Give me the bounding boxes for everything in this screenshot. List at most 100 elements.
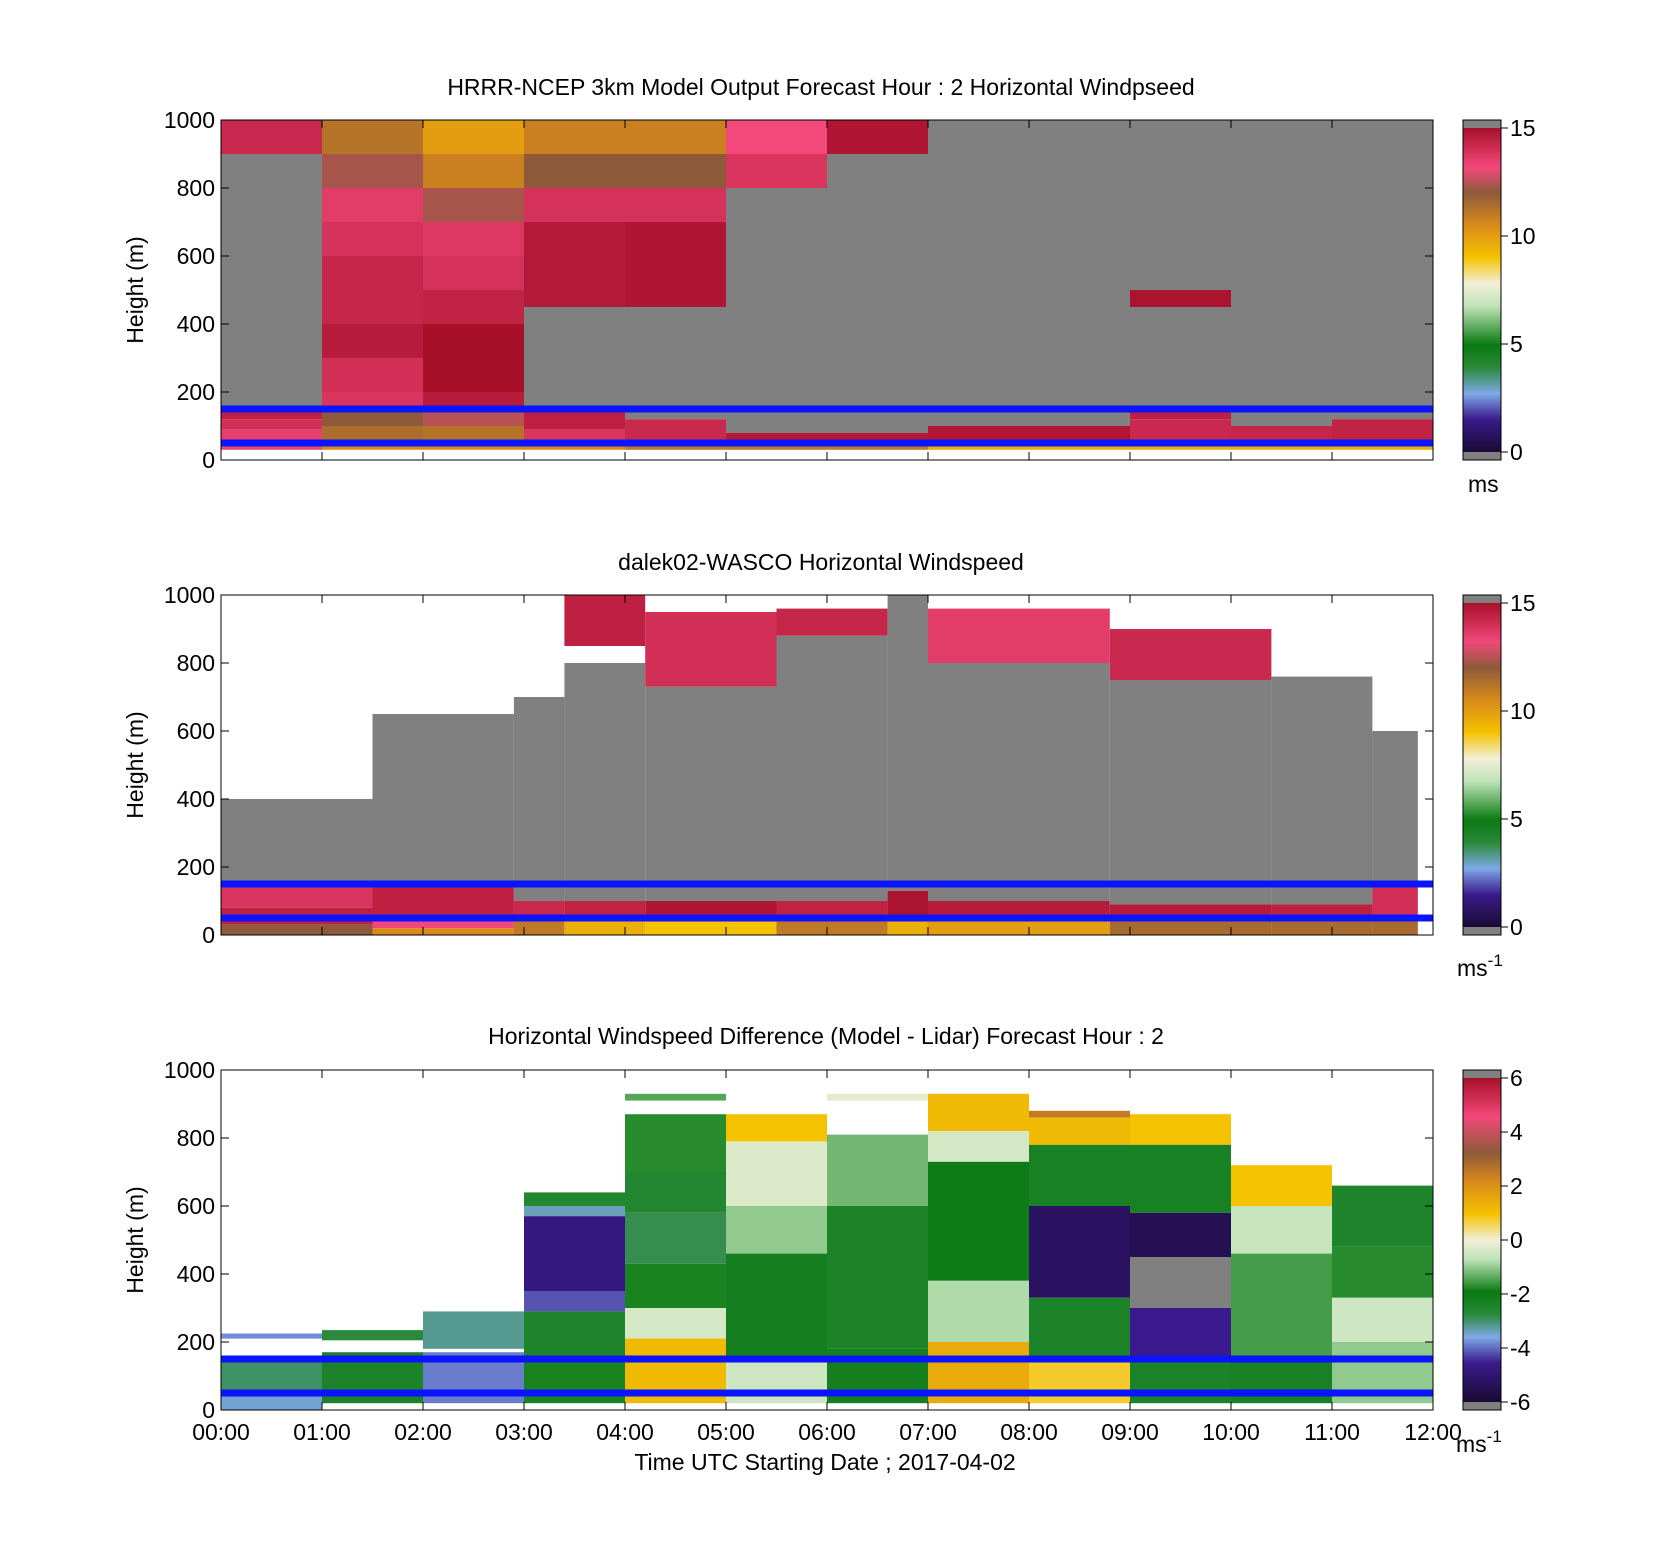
heatmap-cell xyxy=(1231,1206,1332,1254)
heatmap-cell xyxy=(726,1253,827,1356)
heatmap-cell xyxy=(1029,426,1130,443)
heatmap-cell xyxy=(513,697,565,901)
heatmap-cell xyxy=(928,120,1029,426)
heatmap-cell xyxy=(1130,419,1231,443)
heatmap-cell xyxy=(625,1308,726,1339)
heatmap-cell xyxy=(827,1134,928,1206)
heatmap-cell xyxy=(726,1141,827,1206)
y-tick-label: 0 xyxy=(202,922,215,948)
heatmap-cell xyxy=(645,612,777,687)
heatmap-cell xyxy=(322,409,423,426)
model-colorbar-unit: ms xyxy=(1468,471,1499,497)
heatmap-cell xyxy=(423,256,524,290)
heatmap-cell xyxy=(645,686,777,901)
y-tick-label: 1000 xyxy=(164,582,215,608)
heatmap-cell xyxy=(423,392,524,409)
model-colorbar-low xyxy=(1463,452,1501,460)
heatmap-cell xyxy=(1130,409,1231,420)
heatmap-cell xyxy=(221,120,322,154)
heatmap-cell xyxy=(322,256,423,324)
heatmap-cell xyxy=(645,921,777,935)
x-tick-label: 11:00 xyxy=(1304,1419,1360,1445)
heatmap-cell xyxy=(221,419,322,430)
heatmap-cell xyxy=(827,1206,928,1349)
colorbar-tick-label: 6 xyxy=(1510,1065,1523,1091)
heatmap-cell xyxy=(1109,629,1272,680)
heatmap-cell xyxy=(827,432,928,443)
y-tick-label: 400 xyxy=(177,786,215,812)
x-tick-label: 03:00 xyxy=(495,1419,553,1445)
heatmap-cell xyxy=(1109,921,1272,935)
difference-title: Horizontal Windspeed Difference (Model -… xyxy=(488,1023,1164,1049)
heatmap-cell xyxy=(524,154,625,188)
heatmap-cell xyxy=(928,1093,1029,1132)
heatmap-cell xyxy=(726,1206,827,1254)
heatmap-cell xyxy=(1231,1253,1332,1356)
lidar-colorbar-gradient xyxy=(1463,603,1501,927)
colorbar-tick-label: 2 xyxy=(1510,1173,1523,1199)
heatmap-cell xyxy=(423,154,524,188)
heatmap-cell xyxy=(776,921,888,935)
heatmap-cell xyxy=(1029,1117,1130,1145)
heatmap-cell xyxy=(221,1333,322,1339)
x-tick-label: 00:00 xyxy=(192,1419,250,1445)
heatmap-cell xyxy=(1332,1297,1433,1342)
heatmap-cell xyxy=(625,419,726,443)
heatmap-cell xyxy=(1332,1246,1433,1298)
heatmap-cell xyxy=(1029,1206,1130,1298)
x-tick-label: 09:00 xyxy=(1101,1419,1159,1445)
y-tick-label: 1000 xyxy=(164,107,215,133)
heatmap-cell xyxy=(372,928,514,935)
heatmap-cell xyxy=(322,392,423,409)
heatmap-cell xyxy=(1130,1144,1231,1213)
heatmap-cell xyxy=(928,1131,1029,1162)
difference-colorbar-high xyxy=(1463,1070,1501,1078)
colorbar-tick-label: -6 xyxy=(1510,1389,1530,1415)
colorbar-tick-label: 10 xyxy=(1510,698,1536,724)
heatmap-cell xyxy=(221,429,322,440)
colorbar-tick-label: 0 xyxy=(1510,914,1523,940)
heatmap-cell xyxy=(524,1311,625,1356)
heatmap-cell xyxy=(827,1093,928,1101)
colorbar-tick-label: 0 xyxy=(1510,439,1523,465)
heatmap-cell xyxy=(322,426,423,443)
model-plot-area: 0 200 400 600 800 1000 xyxy=(164,107,1434,473)
colorbar-tick-label: 4 xyxy=(1510,1119,1523,1145)
heatmap-cell xyxy=(524,1192,625,1206)
heatmap-cell xyxy=(524,307,625,409)
difference-colorbar-unit-base: ms xyxy=(1456,1431,1487,1457)
colorbar-tick-label: 15 xyxy=(1510,590,1536,616)
heatmap-cell xyxy=(1130,307,1231,409)
heatmap-cell xyxy=(928,608,1110,663)
heatmap-cell xyxy=(726,432,827,443)
heatmap-cell xyxy=(776,635,888,901)
heatmap-cell xyxy=(625,1093,726,1101)
lidar-colorbar: ms-1 0 5 10 15 xyxy=(1457,590,1536,981)
heatmap-cell xyxy=(322,358,423,392)
missing-data-patch xyxy=(1130,1257,1231,1308)
heatmap-cell xyxy=(564,663,646,901)
heatmap-cell xyxy=(625,1114,726,1172)
model-colorbar-high xyxy=(1463,120,1501,128)
heatmap-cell xyxy=(322,154,423,188)
difference-ylabel: Height (m) xyxy=(122,1186,148,1293)
heatmap-cell xyxy=(928,921,1110,935)
model-colorbar: ms 0 5 10 15 xyxy=(1462,115,1536,497)
colorbar-tick-label: 5 xyxy=(1510,806,1523,832)
heatmap-cell xyxy=(928,663,1110,901)
heatmap-cell xyxy=(1029,120,1130,426)
heatmap-cell xyxy=(625,188,726,222)
colorbar-tick-label: 5 xyxy=(1510,331,1523,357)
heatmap-cell xyxy=(887,921,928,935)
y-tick-label: 800 xyxy=(177,1125,215,1151)
heatmap-cell xyxy=(1029,1144,1130,1206)
heatmap-cell xyxy=(524,188,625,222)
heatmap-cell xyxy=(1029,1297,1130,1356)
heatmap-cell xyxy=(1271,676,1373,905)
heatmap-cell xyxy=(1231,1165,1332,1206)
colorbar-tick-label: 10 xyxy=(1510,223,1536,249)
heatmap-cell xyxy=(827,120,928,154)
heatmap-cell xyxy=(423,120,524,154)
y-tick-label: 200 xyxy=(177,854,215,880)
